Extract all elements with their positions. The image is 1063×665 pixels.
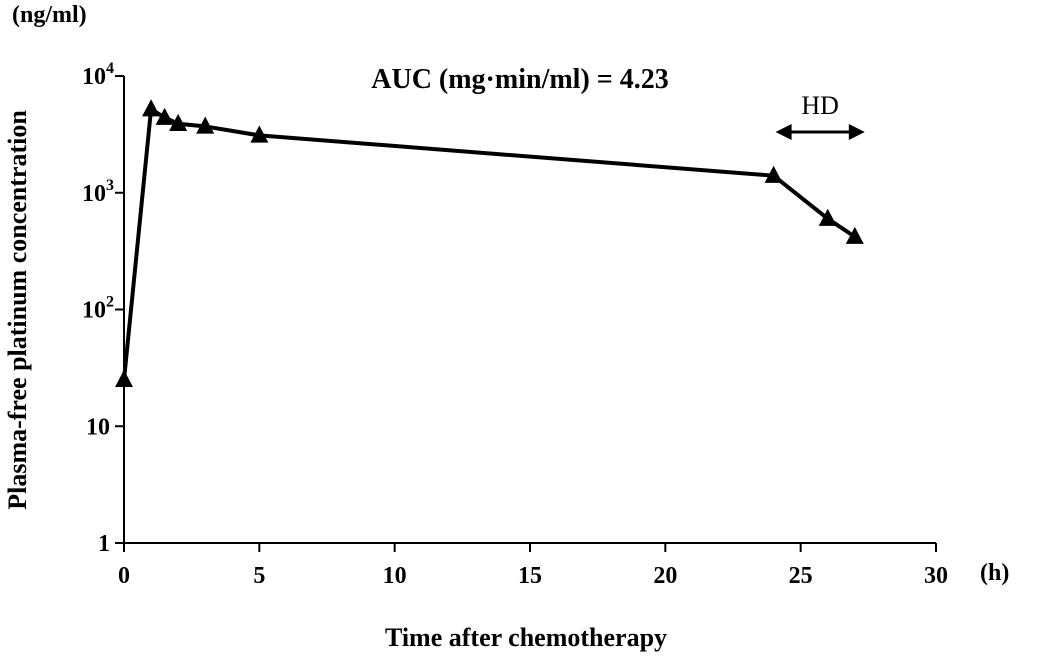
y-tick-label: 10 [86,414,110,440]
y-ticks: 1 10 102 103 104 [82,60,124,557]
x-tick-label: 15 [518,563,542,589]
x-ticks: 0 5 10 15 20 25 30 [118,543,948,589]
hd-label: HD [801,91,839,120]
x-tick-label: 30 [924,563,948,589]
auc-annotation: AUC (mg·min/ml) = 4.23 [371,64,669,95]
y-unit-label: (ng/ml) [12,2,87,28]
series-points [115,99,864,387]
x-unit-label: (h) [980,560,1009,586]
y-tick-label: 104 [82,60,114,90]
y-tick-label: 1 [98,531,110,557]
hd-arrow-right-head [848,124,865,140]
data-point [818,208,837,226]
data-point [764,165,783,183]
data-point [169,113,188,131]
axes [123,76,936,544]
data-point [142,99,161,117]
x-axis-title: Time after chemotherapy [385,623,667,652]
data-point [845,226,864,244]
x-tick-label: 20 [653,563,677,589]
x-tick-label: 10 [383,563,407,589]
hd-indicator: HD [775,91,865,140]
hd-arrow-left-head [775,124,792,140]
data-point [115,369,133,387]
x-tick-label: 25 [789,563,813,589]
series-line [122,107,856,380]
data-point [196,116,215,134]
y-tick-label: 103 [82,177,114,207]
y-axis-title: Plasma-free platinum concentration [3,110,32,510]
data-point [250,125,269,143]
data-point [155,107,174,125]
x-tick-label: 5 [253,563,265,589]
x-tick-label: 0 [118,563,130,589]
y-tick-label: 102 [82,294,114,324]
